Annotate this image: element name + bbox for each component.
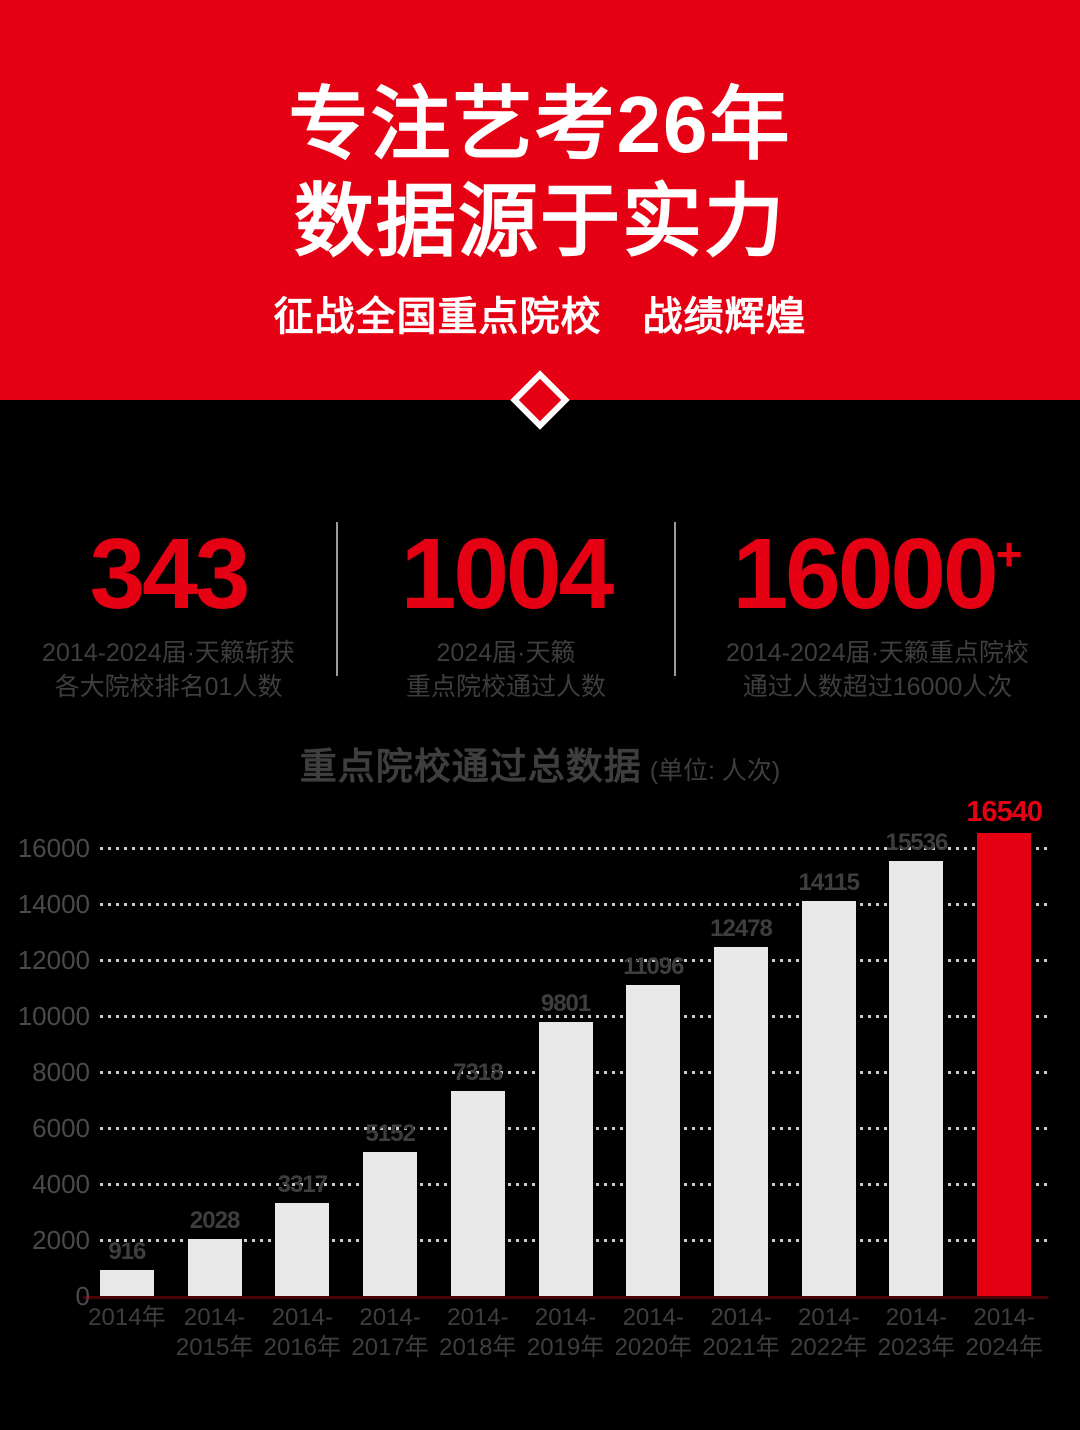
- x-axis-category-label: 2014- 2019年: [526, 1304, 605, 1361]
- gridline: [100, 903, 1048, 906]
- bar-slot: 3317: [258, 1172, 346, 1296]
- stat-value: 16000+: [732, 518, 1023, 630]
- bar-slot: 9801: [522, 991, 610, 1296]
- bar-value-label: 7318: [453, 1059, 503, 1086]
- bar-chart: 916 2028 3317 5152 7318 9801 11096 12478 14115 15…: [83, 793, 1048, 1296]
- bar: [187, 1239, 242, 1296]
- x-axis-category-label: 2014- 2018年: [439, 1304, 517, 1361]
- bar-value-label: 9801: [540, 990, 591, 1017]
- bar-slot: 14115: [785, 870, 873, 1296]
- bar-slot: 2028: [171, 1208, 259, 1296]
- x-axis-category-label: 2014- 2021年: [702, 1304, 780, 1361]
- bar-value-label: 3317: [277, 1171, 328, 1198]
- bar: [363, 1152, 418, 1296]
- hero-title-line2: 数据源于实力: [294, 177, 786, 266]
- bar: [714, 947, 768, 1296]
- hero-subtitle: 征战全国重点院校 战绩辉煌: [273, 295, 807, 339]
- hero-title-line1: 专注艺考26年: [288, 80, 792, 169]
- y-axis-tick-label: 14000: [17, 889, 90, 919]
- chart-title-text: 重点院校通过总数据: [299, 746, 642, 787]
- bar: [801, 901, 856, 1296]
- y-axis-tick-label: 10000: [17, 1001, 90, 1031]
- x-axis-line: [83, 1296, 1048, 1299]
- bar-slot: 11096: [609, 954, 697, 1296]
- gridline: [100, 959, 1048, 962]
- x-axis-category-label: 2014- 2015年: [175, 1304, 254, 1361]
- x-axis-category-label: 2014- 2017年: [351, 1304, 429, 1361]
- bar-value-label: 5152: [365, 1120, 415, 1147]
- x-axis-labels: 2014年 2014- 2015年 2014- 2016年 2014- 2017年 2014-…: [83, 1303, 1048, 1363]
- bar-slot: 12478: [697, 916, 785, 1296]
- y-axis-tick-label: 12000: [17, 945, 90, 975]
- x-axis-category-label: 2014- 2022年: [790, 1304, 868, 1361]
- bar: [626, 985, 681, 1296]
- bar: [99, 1270, 154, 1296]
- bar: [538, 1022, 593, 1296]
- bar-value-label: 12478: [710, 915, 773, 942]
- bar-value-label: 16540: [966, 796, 1043, 828]
- y-axis-tick-label: 4000: [32, 1169, 90, 1199]
- x-axis-category-label: 2014- 2020年: [614, 1304, 692, 1361]
- x-axis-category-label: 2014- 2023年: [877, 1304, 956, 1361]
- bar-value-label: 14115: [798, 869, 860, 896]
- stats-row: 343 2014-2024届·天籁斩获 各大院校排名01人数 1004 2024…: [0, 506, 1080, 704]
- stat-total-passes: 16000+ 2014-2024届·天籁重点院校 通过人数超过16000人次: [675, 506, 1080, 704]
- bar-slot: 7318: [434, 1060, 522, 1296]
- stat-caption: 2024届·天籁 重点院校通过人数: [405, 639, 606, 701]
- bar-value-label: 2028: [189, 1207, 240, 1234]
- y-axis-tick-label: 6000: [32, 1113, 90, 1143]
- stats-divider: [674, 522, 676, 676]
- chart-title: 重点院校通过总数据 (单位: 人次): [0, 745, 1080, 797]
- bar-value-label: 15536: [885, 829, 949, 856]
- bar-slot: 5152: [346, 1121, 434, 1296]
- bar: [450, 1091, 505, 1296]
- gridline: [100, 847, 1048, 850]
- stat-value: 343: [89, 518, 251, 630]
- bar: [275, 1203, 330, 1296]
- y-axis-tick-label: 8000: [32, 1057, 90, 1087]
- y-axis-tick-label: 0: [75, 1281, 90, 1311]
- stat-caption: 2014-2024届·天籁重点院校 通过人数超过16000人次: [726, 639, 1029, 701]
- chart-unit-label: (单位: 人次): [649, 757, 781, 785]
- x-axis-category-label: 2014- 2024年: [965, 1304, 1043, 1361]
- hero-title: 专注艺考26年 数据源于实力: [0, 76, 1080, 270]
- bar-value-label: 11096: [623, 953, 684, 980]
- stat-top-rankings: 343 2014-2024届·天籁斩获 各大院校排名01人数: [0, 506, 337, 704]
- bar-value-label: 916: [108, 1238, 146, 1265]
- bar: [889, 861, 944, 1296]
- bar-slot: 916: [83, 1239, 171, 1296]
- y-axis-tick-label: 16000: [17, 833, 90, 863]
- gridline: [100, 1015, 1048, 1018]
- bar: [977, 833, 1032, 1296]
- stats-divider: [336, 522, 338, 676]
- bar-slot: 15536: [873, 830, 961, 1296]
- x-axis-category-label: 2014年: [88, 1304, 166, 1331]
- stat-caption: 2014-2024届·天籁斩获 各大院校排名01人数: [42, 639, 295, 701]
- stat-2024-passes: 1004 2024届·天籁 重点院校通过人数: [337, 506, 675, 704]
- bar-slot: 16540: [960, 797, 1048, 1296]
- stat-value: 1004: [400, 518, 614, 630]
- x-axis-category-label: 2014- 2016年: [263, 1304, 342, 1361]
- y-axis-tick-label: 2000: [32, 1225, 90, 1255]
- hero-banner: 专注艺考26年 数据源于实力 征战全国重点院校 战绩辉煌: [0, 0, 1080, 400]
